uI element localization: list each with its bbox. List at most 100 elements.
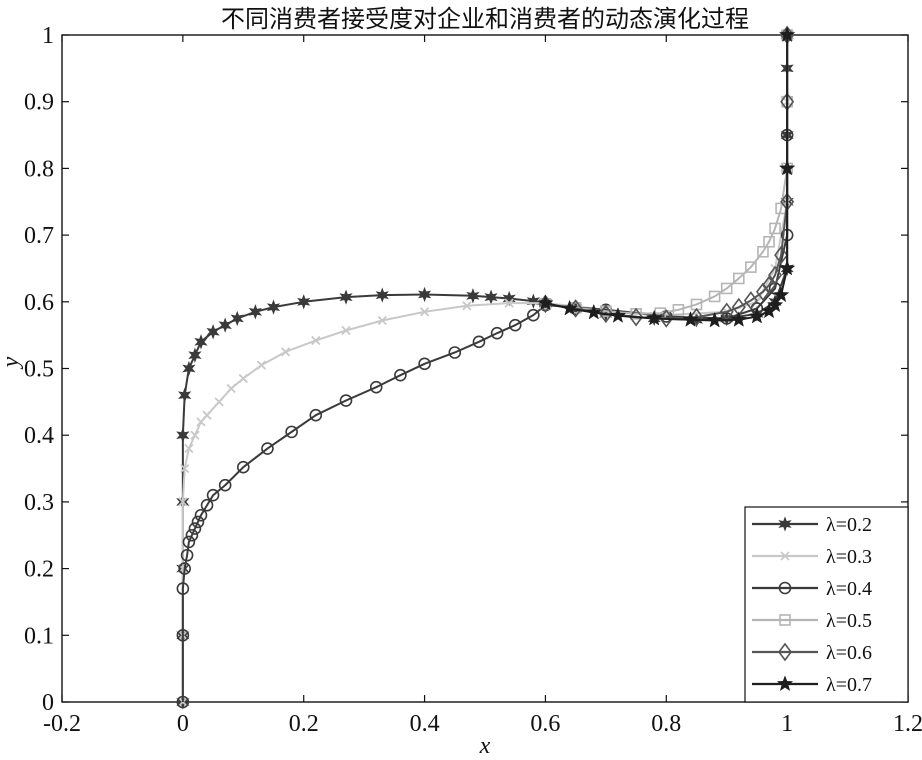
data-point	[720, 282, 733, 295]
data-point	[184, 443, 194, 454]
data-point	[732, 272, 745, 285]
data-point	[178, 387, 192, 403]
legend-marker	[780, 551, 790, 561]
data-point	[190, 430, 200, 440]
x-tick-label: 0.2	[289, 711, 319, 737]
data-point	[768, 265, 783, 285]
data-point	[285, 425, 298, 439]
data-point	[769, 222, 781, 235]
legend-marker	[778, 581, 792, 595]
data-point	[537, 294, 554, 311]
data-point	[609, 307, 627, 323]
data-point	[280, 347, 291, 357]
data-point	[178, 497, 188, 507]
data-point	[762, 275, 777, 295]
series-4	[538, 25, 795, 328]
x-tick-label: 0.8	[651, 711, 681, 737]
legend-entry: λ=0.2	[752, 514, 872, 536]
legend-marker	[778, 642, 792, 662]
data-point	[629, 307, 644, 327]
series-2	[176, 28, 794, 709]
data-point	[176, 427, 190, 443]
data-point	[194, 334, 208, 350]
data-point	[682, 311, 699, 327]
data-point	[188, 347, 202, 363]
data-point	[176, 695, 190, 709]
data-point	[778, 259, 796, 276]
y-tick-label: 0.6	[24, 290, 54, 316]
data-point	[206, 324, 220, 340]
series-line	[181, 35, 789, 702]
data-point	[417, 286, 432, 303]
data-point	[645, 309, 663, 326]
data-point	[261, 442, 274, 455]
data-point	[766, 296, 784, 313]
data-point	[194, 508, 208, 522]
data-point	[176, 582, 190, 595]
data-point	[236, 460, 250, 474]
data-point	[309, 408, 323, 422]
y-tick-label: 0.2	[24, 557, 54, 583]
data-point	[508, 318, 522, 332]
data-point	[526, 293, 540, 309]
series-layer	[176, 25, 796, 710]
legend-marker	[778, 516, 792, 532]
data-point	[200, 498, 214, 512]
data-point	[778, 26, 796, 43]
data-point	[730, 311, 748, 327]
series-1	[178, 30, 792, 707]
data-point	[206, 488, 220, 502]
data-point	[297, 294, 311, 310]
data-point	[339, 394, 353, 407]
data-point	[418, 357, 431, 371]
legend-entry: λ=0.7	[752, 674, 872, 696]
series-line	[181, 35, 789, 702]
x-tick-label: 0.6	[530, 711, 560, 737]
data-point	[504, 298, 514, 308]
series-3	[539, 29, 793, 320]
data-point	[757, 245, 769, 258]
data-point	[180, 463, 190, 474]
data-point	[706, 311, 723, 328]
legend-label: λ=0.4	[826, 578, 872, 600]
data-point	[339, 289, 353, 305]
data-point	[256, 360, 267, 370]
y-tick-label: 0.3	[24, 490, 54, 516]
axis-ticks: -0.2 0 0.2 0.4 0.6 0.8 1 1.200.10.20.30.40.50.6…	[24, 23, 922, 737]
data-point	[672, 304, 685, 316]
legend: λ=0.2 λ=0.3 λ=0.4 λ=0.5 λ=0.6 λ=0.7	[744, 506, 909, 703]
series-5	[537, 26, 796, 328]
series-line	[545, 35, 789, 320]
y-tick-label: 0.5	[24, 357, 54, 383]
data-point	[774, 245, 789, 265]
data-point	[763, 235, 775, 248]
data-point	[502, 290, 516, 307]
data-point	[230, 310, 244, 327]
data-point	[226, 383, 236, 394]
data-point	[185, 528, 199, 542]
y-tick-label: 0.7	[24, 223, 54, 249]
legend-entry: λ=0.3	[752, 546, 872, 568]
data-point	[745, 261, 757, 273]
data-point	[772, 286, 790, 303]
series-line	[545, 35, 789, 322]
legend-label: λ=0.3	[826, 546, 872, 568]
data-point	[311, 335, 321, 346]
data-point	[218, 478, 232, 492]
data-point	[218, 317, 232, 333]
data-point	[689, 307, 704, 327]
data-point	[561, 299, 578, 316]
data-point	[490, 326, 504, 340]
data-point	[472, 335, 486, 349]
data-point	[748, 307, 766, 324]
data-point	[466, 288, 480, 304]
legend-entry: λ=0.6	[752, 642, 872, 664]
series-0	[176, 27, 794, 710]
legend-label: λ=0.7	[826, 674, 872, 696]
data-point	[182, 535, 196, 549]
data-point	[375, 287, 389, 303]
data-point	[341, 325, 351, 336]
x-axis-label: x	[479, 733, 491, 759]
y-tick-label: 0	[42, 690, 54, 716]
